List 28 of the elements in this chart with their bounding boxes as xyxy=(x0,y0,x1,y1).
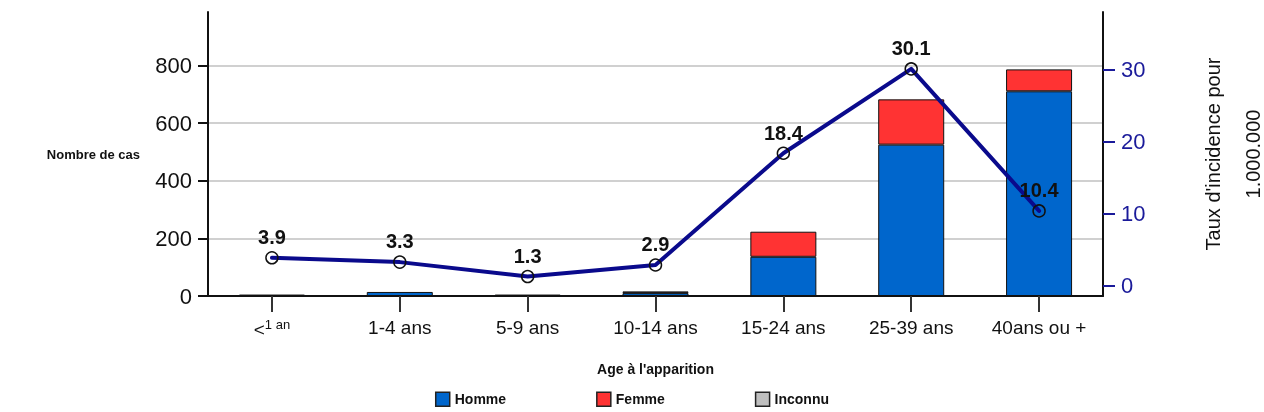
y2-tick-label: 0 xyxy=(1121,273,1134,299)
data-label: 3.9 xyxy=(258,226,286,249)
y-tick-label: 0 xyxy=(179,283,192,309)
y-tick-label: 200 xyxy=(155,225,192,251)
x-tick-label: 1-4 ans xyxy=(368,317,432,338)
legend-label: Femme xyxy=(615,391,666,408)
x-tick-label: 40ans ou + xyxy=(991,317,1087,338)
data-label: 2.9 xyxy=(641,233,670,256)
x-tick-label: 25-39 ans xyxy=(868,317,954,338)
data-label: 30.1 xyxy=(891,37,931,60)
y2-axis-title: Taux d'incidence pour 1.000.000 xyxy=(1202,57,1264,251)
x-tick-label: 10-14 ans xyxy=(613,317,698,338)
data-label: 10.4 xyxy=(1019,179,1060,202)
x-tick-label: 15-24 ans xyxy=(741,317,826,338)
data-label: 18.4 xyxy=(763,121,804,144)
x-axis-title: Age à l'apparition xyxy=(597,361,714,377)
y-axis-title: Nombre de cas xyxy=(46,146,140,162)
legend-label: Homme xyxy=(454,391,507,408)
y-tick-label: 600 xyxy=(155,110,192,136)
x-tick-label: 5-9 ans xyxy=(495,317,560,338)
y-tick-label: 800 xyxy=(155,52,192,78)
y-tick-label: 400 xyxy=(155,168,192,194)
data-label: 1.3 xyxy=(513,244,542,267)
legend-label: Inconnu xyxy=(774,391,830,408)
y2-tick-label: 20 xyxy=(1121,129,1146,155)
y2-tick-label: 30 xyxy=(1121,57,1146,83)
y2-tick-label: 10 xyxy=(1121,201,1146,227)
data-label: 3.3 xyxy=(385,230,414,253)
